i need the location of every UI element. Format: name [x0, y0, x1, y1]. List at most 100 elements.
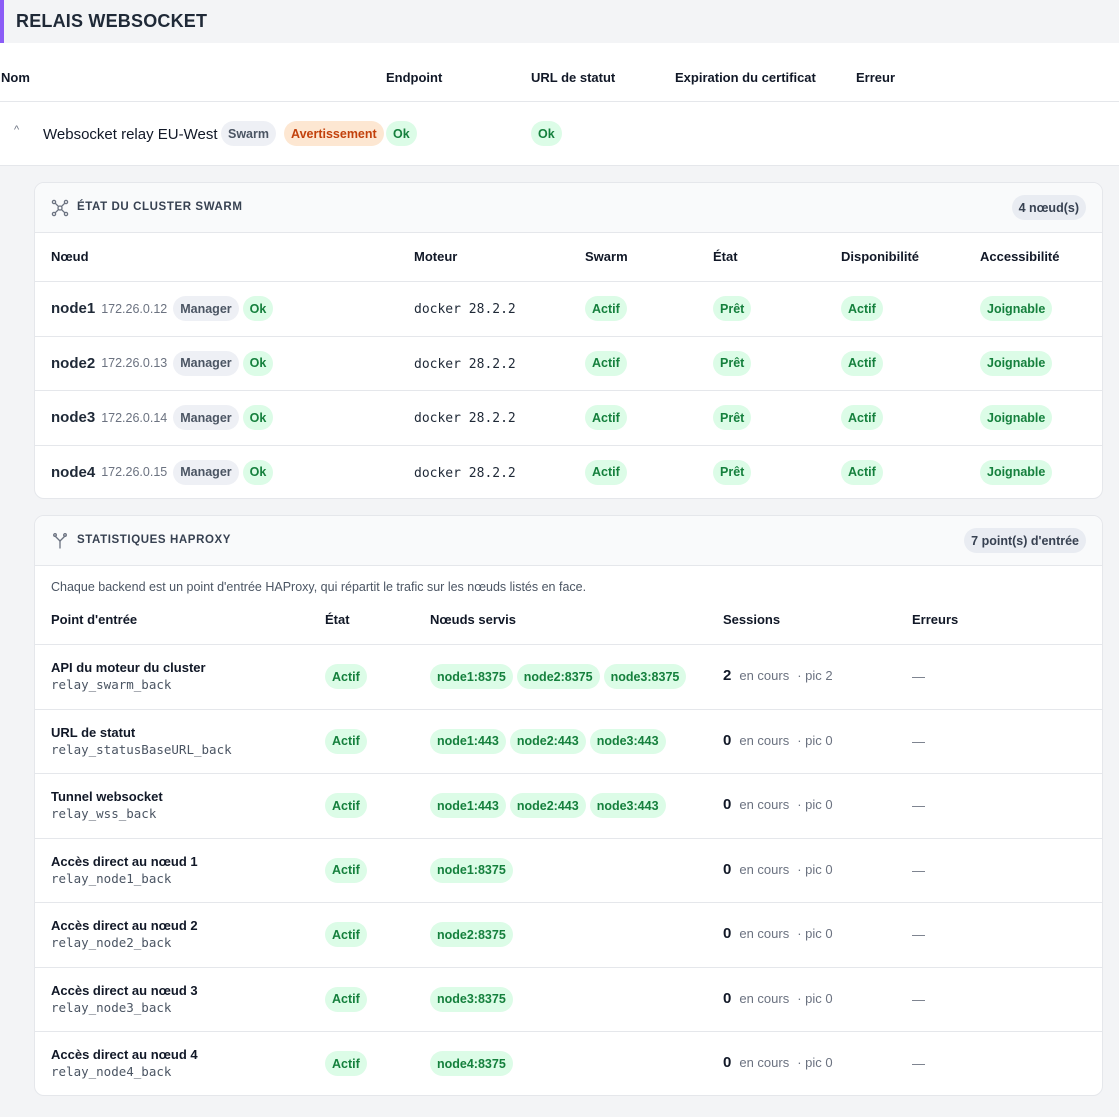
node-role-badge: Manager — [173, 459, 239, 485]
col-cert-expiry[interactable]: Expiration du certificat — [675, 70, 816, 85]
backend-name: relay_swarm_back — [51, 677, 172, 692]
node-row[interactable]: node1 172.26.0.12 Manager Ok docker 28.2.2 Ac… — [35, 281, 1102, 336]
node-ip: 172.26.0.12 — [101, 301, 168, 316]
entrypoint-title: Accès direct au nœud 3 — [51, 982, 198, 998]
entrypoint-row[interactable]: URL de statut relay_statusBaseURL_back Act… — [35, 708, 1102, 774]
served-node-badge: node2:8375 — [430, 922, 513, 947]
backend-name: relay_statusBaseURL_back — [51, 741, 232, 757]
backend-name: relay_wss_back — [51, 806, 157, 821]
col-error[interactable]: Erreur — [856, 70, 896, 85]
served-node-badge: node3:443 — [589, 728, 666, 754]
node-ip: 172.26.0.13 — [101, 356, 168, 370]
node-count-badge: 4 nœud(s) — [1011, 195, 1086, 220]
entrypoint-cell: Tunnel websocket relay_wss_back — [51, 789, 163, 821]
col-node[interactable]: Nœud — [51, 249, 89, 264]
col-state[interactable]: État — [713, 249, 738, 264]
fork-icon — [53, 533, 67, 549]
availability-badge: Actif — [841, 405, 883, 430]
sessions-peak: · pic 0 — [797, 926, 832, 941]
served-nodes: node1:8375 — [430, 857, 513, 883]
served-node-badge: node3:8375 — [430, 986, 513, 1012]
node-row[interactable]: node2 172.26.0.13 Manager Ok docker 28.2.2 Ac… — [35, 335, 1102, 391]
relay-table-header: Nom Endpoint URL de statut Expiration du… — [0, 54, 1119, 102]
backend-name: relay_node4_back — [51, 1064, 172, 1079]
errors-value: — — [912, 669, 925, 684]
cluster-icon — [51, 199, 69, 217]
node-role-badge: Manager — [173, 350, 239, 376]
served-node-badge: node2:8375 — [516, 664, 600, 689]
col-endpoint[interactable]: Endpoint — [386, 70, 443, 85]
served-node-badge: node1:443 — [430, 728, 506, 754]
entrypoint-title: API du moteur du cluster — [51, 660, 206, 675]
served-node-badge: node1:443 — [430, 793, 506, 818]
chevron-up-icon[interactable]: ^ — [14, 124, 20, 136]
col-swarm[interactable]: Swarm — [585, 249, 628, 264]
sessions-current: 0 — [723, 989, 732, 1007]
entrypoint-row[interactable]: Accès direct au nœud 3 relay_node3_back Ac… — [35, 966, 1102, 1032]
state-badge: Prêt — [713, 405, 752, 430]
entrypoint-cell: Accès direct au nœud 1 relay_node1_back — [51, 854, 198, 886]
sessions-cell: 0 en cours · pic 0 — [723, 796, 833, 813]
entrypoint-cell: Accès direct au nœud 3 relay_node3_back — [51, 983, 198, 1015]
sessions-peak: · pic 0 — [797, 991, 832, 1006]
node-row[interactable]: node4 172.26.0.15 Manager Ok docker 28.2.2 Ac… — [35, 444, 1102, 499]
entrypoint-title: Accès direct au nœud 2 — [51, 918, 198, 933]
col-sessions[interactable]: Sessions — [723, 612, 781, 627]
availability-badge: Actif — [841, 296, 883, 321]
entrypoint-row[interactable]: Accès direct au nœud 2 relay_node2_back Ac… — [35, 902, 1102, 967]
entrypoint-state-badge: Actif — [325, 1051, 367, 1076]
entrypoint-state-badge: Actif — [325, 664, 367, 689]
haproxy-card-header: STATISTIQUES HAPROXY 7 point(s) d'entrée — [35, 516, 1102, 566]
col-errors[interactable]: Erreurs — [912, 612, 959, 627]
sessions-peak: · pic 2 — [797, 668, 832, 683]
endpoint-status-badge: Ok — [386, 121, 417, 146]
reachability-badge: Joignable — [980, 296, 1053, 321]
relay-row[interactable]: ^ Websocket relay EU-West Swarm Avertiss… — [0, 102, 1119, 166]
sessions-peak-label: · pic — [797, 926, 822, 941]
sessions-peak: · pic 0 — [797, 862, 832, 877]
entrypoint-row[interactable]: API du moteur du cluster relay_swarm_back… — [35, 644, 1102, 709]
col-engine[interactable]: Moteur — [414, 249, 458, 264]
col-served-nodes[interactable]: Nœuds servis — [430, 612, 516, 627]
col-ep-state[interactable]: État — [325, 612, 350, 627]
sessions-peak-value: 0 — [825, 990, 833, 1006]
entrypoint-state-badge: Actif — [325, 728, 367, 754]
haproxy-description: Chaque backend est un point d'entrée HAP… — [51, 580, 587, 594]
col-entrypoint[interactable]: Point d'entrée — [51, 612, 138, 627]
relay-details: ÉTAT DU CLUSTER SWARM 4 nœud(s) Nœud Mot… — [0, 166, 1119, 1117]
node-row[interactable]: node3 172.26.0.14 Manager Ok docker 28.2.2 Ac… — [35, 390, 1102, 445]
haproxy-card-title: STATISTIQUES HAPROXY — [77, 534, 232, 546]
node-name: node1 — [51, 300, 96, 317]
col-name[interactable]: Nom — [1, 70, 30, 85]
served-node-badge: node3:443 — [589, 793, 666, 818]
engine-version: docker 28.2.2 — [414, 411, 516, 426]
page-title: RELAIS WEBSOCKET — [16, 11, 208, 31]
entrypoint-state-badge: Actif — [325, 857, 367, 883]
node-cell: node2 172.26.0.13 Manager Ok — [51, 350, 274, 376]
sessions-cell: 0 en cours · pic 0 — [723, 1054, 833, 1071]
sessions-peak-value: 0 — [825, 861, 833, 877]
sessions-peak-value: 2 — [825, 668, 833, 683]
sessions-peak-label: · pic — [797, 861, 822, 877]
sessions-cell: 0 en cours · pic 0 — [723, 990, 833, 1007]
served-nodes: node4:8375 — [430, 1051, 513, 1076]
sessions-peak: · pic 0 — [797, 1055, 832, 1070]
served-node-badge: node2:443 — [509, 793, 586, 818]
entrypoint-row[interactable]: Tunnel websocket relay_wss_back Actif node1… — [35, 773, 1102, 838]
reachability-badge: Joignable — [980, 405, 1053, 430]
entrypoint-row[interactable]: Accès direct au nœud 4 relay_node4_back Ac… — [35, 1031, 1102, 1095]
sessions-current-label: en cours — [739, 732, 790, 748]
col-availability[interactable]: Disponibilité — [841, 249, 919, 264]
entrypoint-title: URL de statut — [51, 724, 136, 740]
sessions-current-label: en cours — [739, 861, 790, 877]
served-nodes: node3:8375 — [430, 986, 513, 1012]
entrypoint-row[interactable]: Accès direct au nœud 1 relay_node1_back Ac… — [35, 837, 1102, 903]
sessions-current: 0 — [723, 796, 732, 813]
sessions-peak-label: · pic — [797, 797, 822, 812]
col-reachability[interactable]: Accessibilité — [980, 249, 1060, 264]
sessions-cell: 0 en cours · pic 0 — [723, 732, 833, 749]
node-status-badge: Ok — [242, 350, 274, 376]
swarm-card-title: ÉTAT DU CLUSTER SWARM — [77, 201, 243, 213]
errors-value: — — [912, 991, 925, 1007]
col-status-url[interactable]: URL de statut — [531, 70, 616, 85]
